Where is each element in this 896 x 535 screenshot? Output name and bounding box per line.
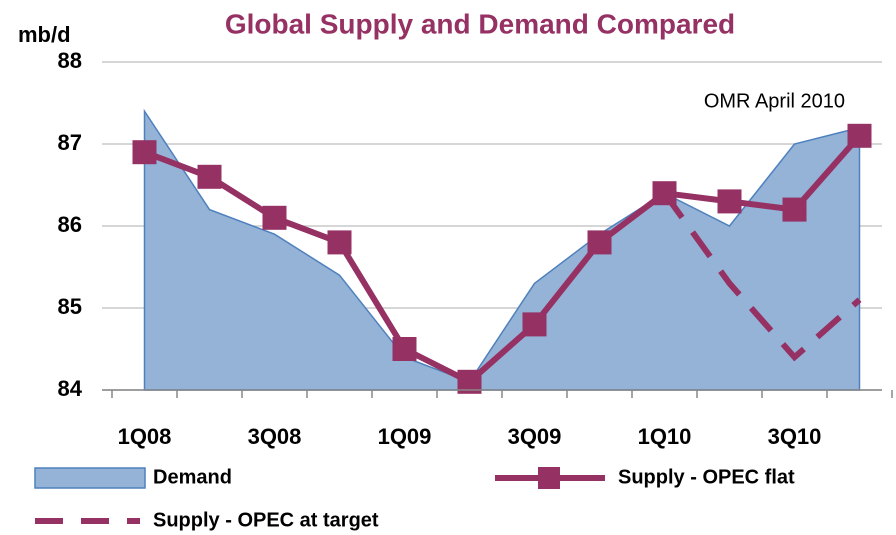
supply-target-line bbox=[662, 191, 862, 362]
x-tick-label: 1Q09 bbox=[378, 424, 432, 449]
y-tick-label: 86 bbox=[58, 212, 82, 237]
demand-area bbox=[143, 108, 861, 391]
supply-marker bbox=[327, 230, 352, 255]
annotation: OMR April 2010 bbox=[704, 90, 845, 112]
x-tick-label: 3Q10 bbox=[768, 424, 822, 449]
supply-marker bbox=[587, 230, 612, 255]
supply-marker bbox=[522, 312, 547, 337]
chart-title: Global Supply and Demand Compared bbox=[225, 8, 735, 39]
supply-marker bbox=[197, 164, 222, 189]
supply-marker bbox=[262, 205, 287, 230]
y-tick-label: 85 bbox=[58, 294, 82, 319]
x-tick-label: 3Q08 bbox=[248, 424, 302, 449]
x-tick-label: 1Q08 bbox=[118, 424, 172, 449]
supply-marker bbox=[717, 189, 742, 214]
x-tick-label: 3Q09 bbox=[508, 424, 562, 449]
supply-marker bbox=[652, 181, 677, 206]
x-tick-label: 1Q10 bbox=[638, 424, 692, 449]
legend-label: Supply - OPEC flat bbox=[618, 466, 795, 488]
y-tick-label: 87 bbox=[58, 130, 82, 155]
y-axis-label: mb/d bbox=[18, 22, 71, 47]
legend-swatch bbox=[34, 467, 146, 489]
supply-marker bbox=[132, 140, 157, 165]
supply-marker bbox=[847, 123, 872, 148]
supply-marker bbox=[392, 337, 417, 361]
supply-marker bbox=[782, 197, 807, 222]
y-tick-label: 88 bbox=[58, 48, 82, 73]
legend-swatch bbox=[538, 467, 560, 489]
legend-label: Supply - OPEC at target bbox=[153, 509, 379, 531]
y-tick-label: 84 bbox=[58, 376, 83, 401]
legend-label: Demand bbox=[153, 466, 232, 488]
